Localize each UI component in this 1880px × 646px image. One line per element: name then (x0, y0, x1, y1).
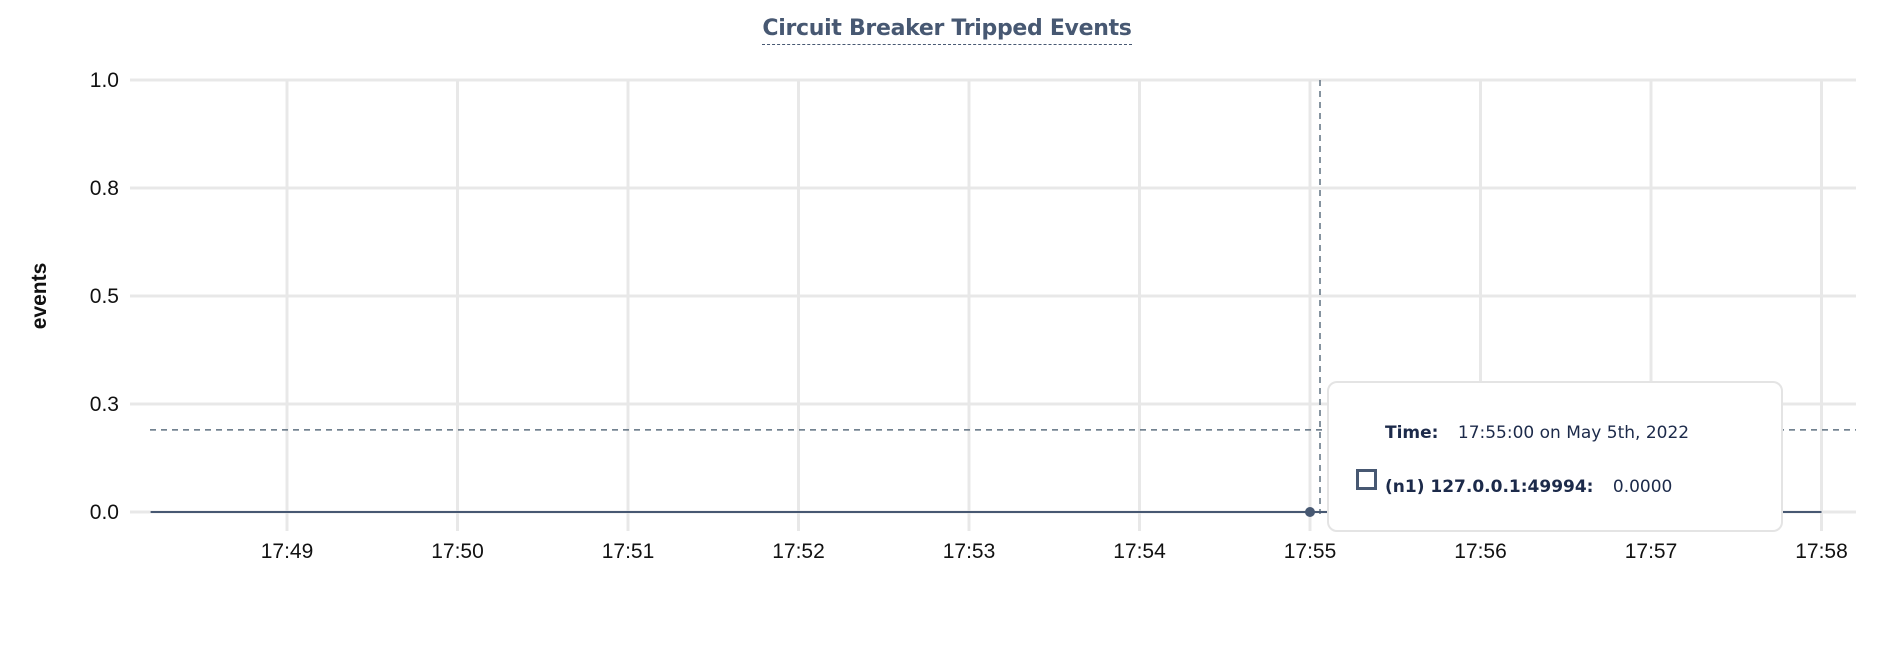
tooltip-series-label: (n1) 127.0.0.1:49994: (1385, 477, 1594, 497)
x-tick-label: 17:50 (431, 540, 484, 563)
y-tick-label: 0.3 (90, 393, 119, 416)
series-swatch-icon (1356, 469, 1377, 490)
x-tick-label: 17:49 (261, 540, 314, 563)
x-tick-label: 17:56 (1454, 540, 1507, 563)
tooltip-series-value: 0.0000 (1612, 477, 1673, 497)
x-tick-label: 17:51 (602, 540, 655, 563)
hover-tooltip: Time: 17:55:00 on May 5th, 2022 (n1) 127… (1327, 381, 1783, 532)
x-tick-label: 17:55 (1284, 540, 1337, 563)
y-tick-label: 0.8 (90, 177, 119, 200)
x-tick-label: 17:58 (1795, 540, 1848, 563)
y-tick-label: 0.5 (90, 285, 119, 308)
x-tick-label: 17:52 (772, 540, 825, 563)
y-tick-label: 1.0 (90, 69, 119, 92)
x-tick-label: 17:53 (943, 540, 996, 563)
grid (130, 78, 1856, 531)
tooltip-time-value: 17:55:00 on May 5th, 2022 (1457, 423, 1690, 443)
x-tick-label: 17:54 (1113, 540, 1166, 563)
chart-title[interactable]: Circuit Breaker Tripped Events (762, 16, 1132, 45)
y-tick-label: 0.0 (90, 501, 119, 524)
y-axis-label: events (28, 263, 51, 330)
tooltip-time-label: Time: (1385, 423, 1439, 443)
tick-labels: 0.0 0.3 0.5 0.8 1.0 17:49 17:50 17:51 17:52 17:53… (90, 69, 1848, 563)
x-tick-label: 17:57 (1625, 540, 1678, 563)
chart-title-wrap: Circuit Breaker Tripped Events (0, 16, 1880, 45)
hover-point (1305, 507, 1315, 517)
